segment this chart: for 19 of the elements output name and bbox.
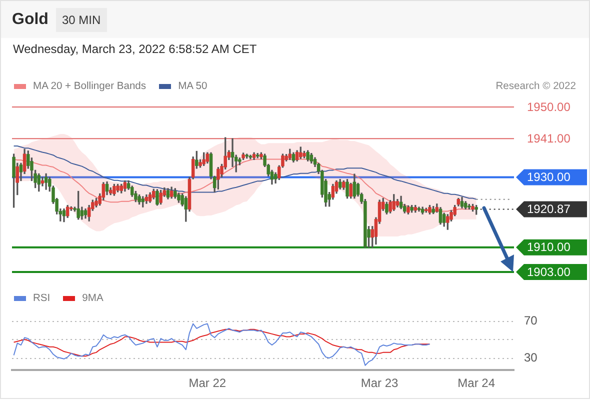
y-tick-label: 30 [524, 350, 538, 364]
x-tick-label: Mar 23 [360, 376, 398, 390]
chart-subtitle: Wednesday, March 23, 2022 6:58:52 AM CET [13, 42, 257, 56]
x-tick-label: Mar 24 [458, 376, 496, 390]
y-tick-label: 70 [524, 313, 538, 328]
legend-label: MA 50 [178, 81, 208, 92]
ref-line-label: 1920.87 [527, 202, 571, 216]
ref-line-label: 1950.00 [527, 100, 571, 114]
text: Research © 2022 [496, 81, 576, 92]
legend-label: 9MA [82, 293, 104, 304]
ref-line-label: 1910.00 [527, 240, 571, 254]
chart-title: Gold [12, 11, 48, 29]
ref-line-label: 1941.00 [527, 131, 571, 146]
text: 30 MIN [56, 8, 107, 32]
legend-label: RSI [33, 293, 50, 304]
ref-line-label: 1930.00 [527, 170, 571, 184]
ref-line-label: 1903.00 [527, 264, 571, 279]
x-tick-label: Mar 22 [188, 376, 226, 390]
legend-label: MA 20 + Bollinger Bands [33, 81, 146, 92]
